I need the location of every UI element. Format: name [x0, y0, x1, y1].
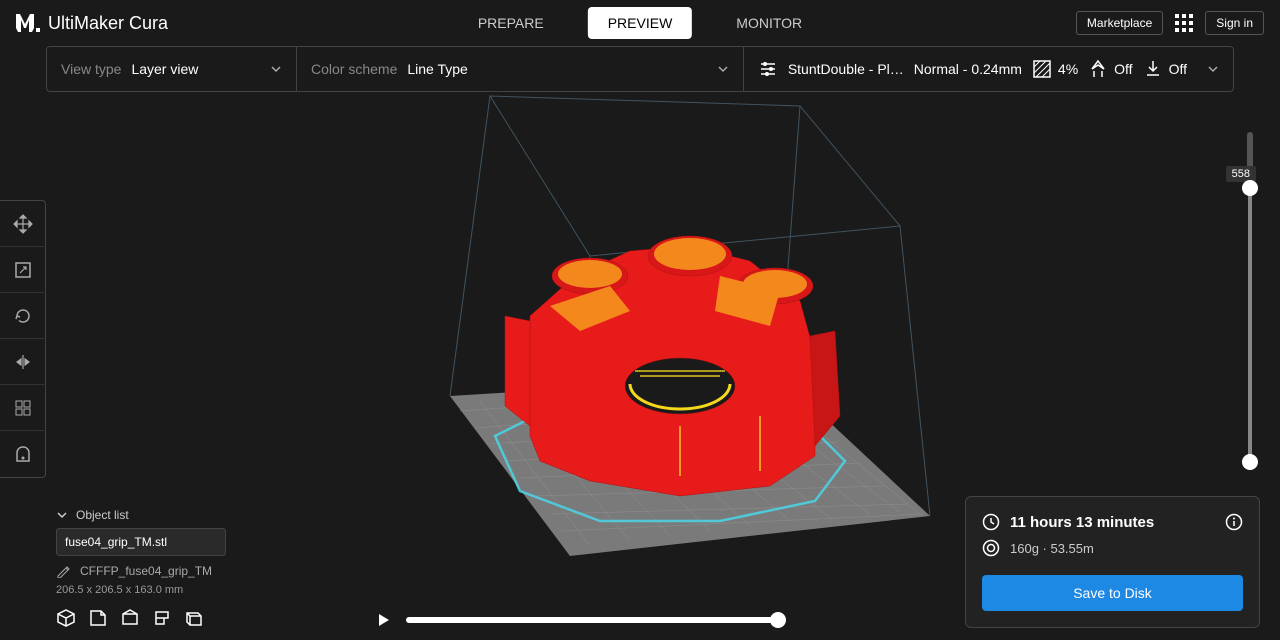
view-type-label: View type — [61, 61, 121, 77]
app-logo: UltiMaker Cura — [16, 13, 168, 34]
mirror-tool[interactable] — [0, 339, 46, 385]
clock-icon — [982, 513, 1000, 531]
pencil-icon[interactable] — [56, 564, 70, 578]
object-view3-icon[interactable] — [152, 608, 172, 628]
tab-preview[interactable]: PREVIEW — [588, 7, 693, 39]
tab-monitor[interactable]: MONITOR — [716, 7, 822, 39]
view-type-dropdown[interactable]: View type Layer view — [47, 47, 297, 91]
chevron-down-icon — [270, 63, 282, 75]
support-value: Off — [1114, 61, 1132, 77]
adhesion-icon — [1143, 59, 1163, 79]
object-list-label: Object list — [76, 508, 129, 522]
support-icon — [1088, 59, 1108, 79]
color-scheme-label: Color scheme — [311, 61, 397, 77]
printer-name: StuntDouble - Pl… — [788, 61, 904, 77]
play-button[interactable] — [376, 612, 392, 628]
material-usage: 160g · 53.55m — [1010, 541, 1094, 556]
layer-slider-handle-bottom[interactable] — [1242, 454, 1258, 470]
apps-icon[interactable] — [1175, 14, 1193, 32]
color-scheme-dropdown[interactable]: Color scheme Line Type — [297, 47, 744, 91]
save-to-disk-button[interactable]: Save to Disk — [982, 575, 1243, 611]
settings-icon — [758, 59, 778, 79]
compiled-name: CFFFP_fuse04_grip_TM — [80, 564, 212, 578]
object-view4-icon[interactable] — [184, 608, 204, 628]
chevron-down-icon — [56, 509, 68, 521]
tool-panel — [0, 200, 46, 478]
scale-tool[interactable] — [0, 247, 46, 293]
app-title: UltiMaker Cura — [48, 13, 168, 34]
object-dimensions: 206.5 x 206.5 x 163.0 mm — [56, 584, 236, 596]
layer-slider[interactable]: 558 — [1240, 130, 1260, 470]
info-icon[interactable] — [1225, 513, 1243, 531]
print-settings[interactable]: StuntDouble - Pl… Normal - 0.24mm 4% Off… — [744, 47, 1233, 91]
marketplace-button[interactable]: Marketplace — [1076, 11, 1163, 35]
timeline-handle[interactable] — [770, 612, 786, 628]
timeline-track[interactable] — [406, 617, 786, 623]
adhesion-value: Off — [1169, 61, 1187, 77]
print-info-panel: 11 hours 13 minutes 160g · 53.55m Save t… — [965, 496, 1260, 628]
object-list-toggle[interactable]: Object list — [56, 508, 236, 522]
profile-name: Normal - 0.24mm — [914, 61, 1022, 77]
rotate-tool[interactable] — [0, 293, 46, 339]
material-icon — [982, 539, 1000, 557]
infill-value: 4% — [1058, 61, 1078, 77]
object-view2-icon[interactable] — [120, 608, 140, 628]
support-blocker-tool[interactable] — [0, 431, 46, 477]
object-cube-icon[interactable] — [56, 608, 76, 628]
object-view1-icon[interactable] — [88, 608, 108, 628]
mesh-tool[interactable] — [0, 385, 46, 431]
chevron-down-icon — [1207, 63, 1219, 75]
tab-prepare[interactable]: PREPARE — [458, 7, 564, 39]
layer-slider-handle-top[interactable] — [1242, 180, 1258, 196]
object-name-input[interactable] — [56, 528, 226, 556]
move-tool[interactable] — [0, 201, 46, 247]
chevron-down-icon — [717, 63, 729, 75]
view-type-value: Layer view — [131, 61, 198, 77]
infill-icon — [1032, 59, 1052, 79]
layer-slider-track[interactable] — [1248, 180, 1252, 470]
signin-button[interactable]: Sign in — [1205, 11, 1264, 35]
color-scheme-value: Line Type — [407, 61, 467, 77]
print-time: 11 hours 13 minutes — [1010, 514, 1154, 531]
